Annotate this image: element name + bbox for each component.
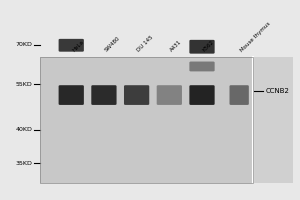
Text: A431: A431: [169, 39, 183, 53]
Text: 40KD: 40KD: [16, 127, 33, 132]
Text: 55KD: 55KD: [16, 82, 33, 87]
FancyBboxPatch shape: [230, 85, 249, 105]
FancyBboxPatch shape: [189, 62, 214, 71]
Text: K562: K562: [202, 39, 215, 53]
Text: 35KD: 35KD: [16, 161, 33, 166]
Text: 70KD: 70KD: [16, 42, 33, 47]
FancyBboxPatch shape: [40, 57, 253, 183]
FancyBboxPatch shape: [58, 85, 84, 105]
Text: HeLa: HeLa: [71, 39, 85, 53]
FancyBboxPatch shape: [124, 85, 149, 105]
FancyBboxPatch shape: [189, 85, 214, 105]
Text: Mouse thymus: Mouse thymus: [239, 21, 271, 53]
FancyBboxPatch shape: [91, 85, 117, 105]
Text: DU 145: DU 145: [136, 35, 155, 53]
FancyBboxPatch shape: [189, 40, 214, 54]
FancyBboxPatch shape: [58, 39, 84, 52]
FancyBboxPatch shape: [157, 85, 182, 105]
Text: CCNB2: CCNB2: [266, 88, 290, 94]
Text: SW480: SW480: [104, 35, 121, 53]
FancyBboxPatch shape: [253, 57, 293, 183]
